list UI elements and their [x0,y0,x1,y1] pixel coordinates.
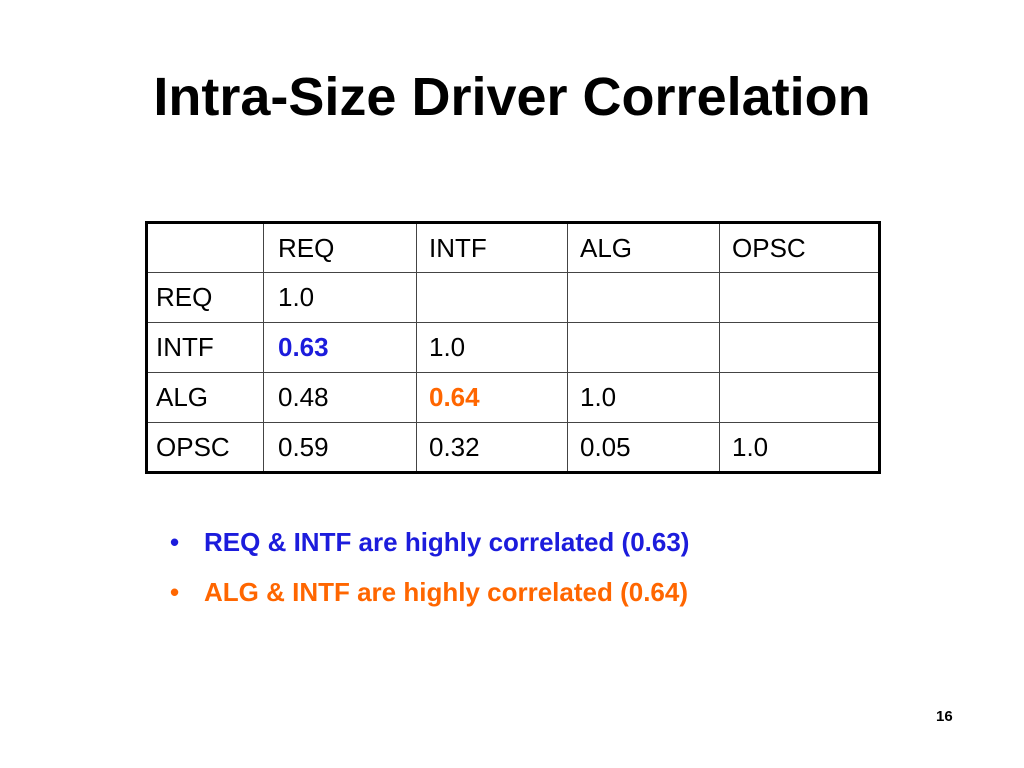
table-row: REQ 1.0 [146,272,880,323]
bullet: REQ & INTF are highly correlated (0.63) [170,517,689,567]
bullet-list: REQ & INTF are highly correlated (0.63) … [170,517,689,617]
cell: 1.0 [416,322,568,373]
row-label: INTF [146,322,264,373]
table-row: OPSC 0.59 0.32 0.05 1.0 [146,422,880,473]
cell [416,272,568,323]
cell: 0.48 [263,372,417,423]
row-label: REQ [146,272,264,323]
highlight-cell: 0.63 [263,322,417,373]
cell [567,322,720,373]
highlight-cell: 0.64 [416,372,568,423]
table-row: ALG 0.48 0.64 1.0 [146,372,880,423]
cell: 0.59 [263,422,417,473]
row-label: OPSC [146,422,264,473]
cell: 1.0 [263,272,417,323]
header-cell: OPSC [719,222,880,273]
cell [567,272,720,323]
cell: 0.32 [416,422,568,473]
page-number: 16 [936,708,953,725]
header-cell: ALG [567,222,720,273]
cell [719,272,880,323]
bullet: ALG & INTF are highly correlated (0.64) [170,567,689,617]
header-row: REQ INTF ALG OPSC [146,222,880,273]
cell [719,322,880,373]
cell: 0.05 [567,422,720,473]
row-label: ALG [146,372,264,423]
correlation-table: REQ INTF ALG OPSC REQ 1.0 INTF 0.63 1.0 … [145,221,881,474]
header-cell: INTF [416,222,568,273]
slide-title: Intra-Size Driver Correlation [153,67,871,127]
cell [719,372,880,423]
header-cell: REQ [263,222,417,273]
corner-cell [146,222,264,273]
table-row: INTF 0.63 1.0 [146,322,880,373]
cell: 1.0 [567,372,720,423]
cell: 1.0 [719,422,880,473]
